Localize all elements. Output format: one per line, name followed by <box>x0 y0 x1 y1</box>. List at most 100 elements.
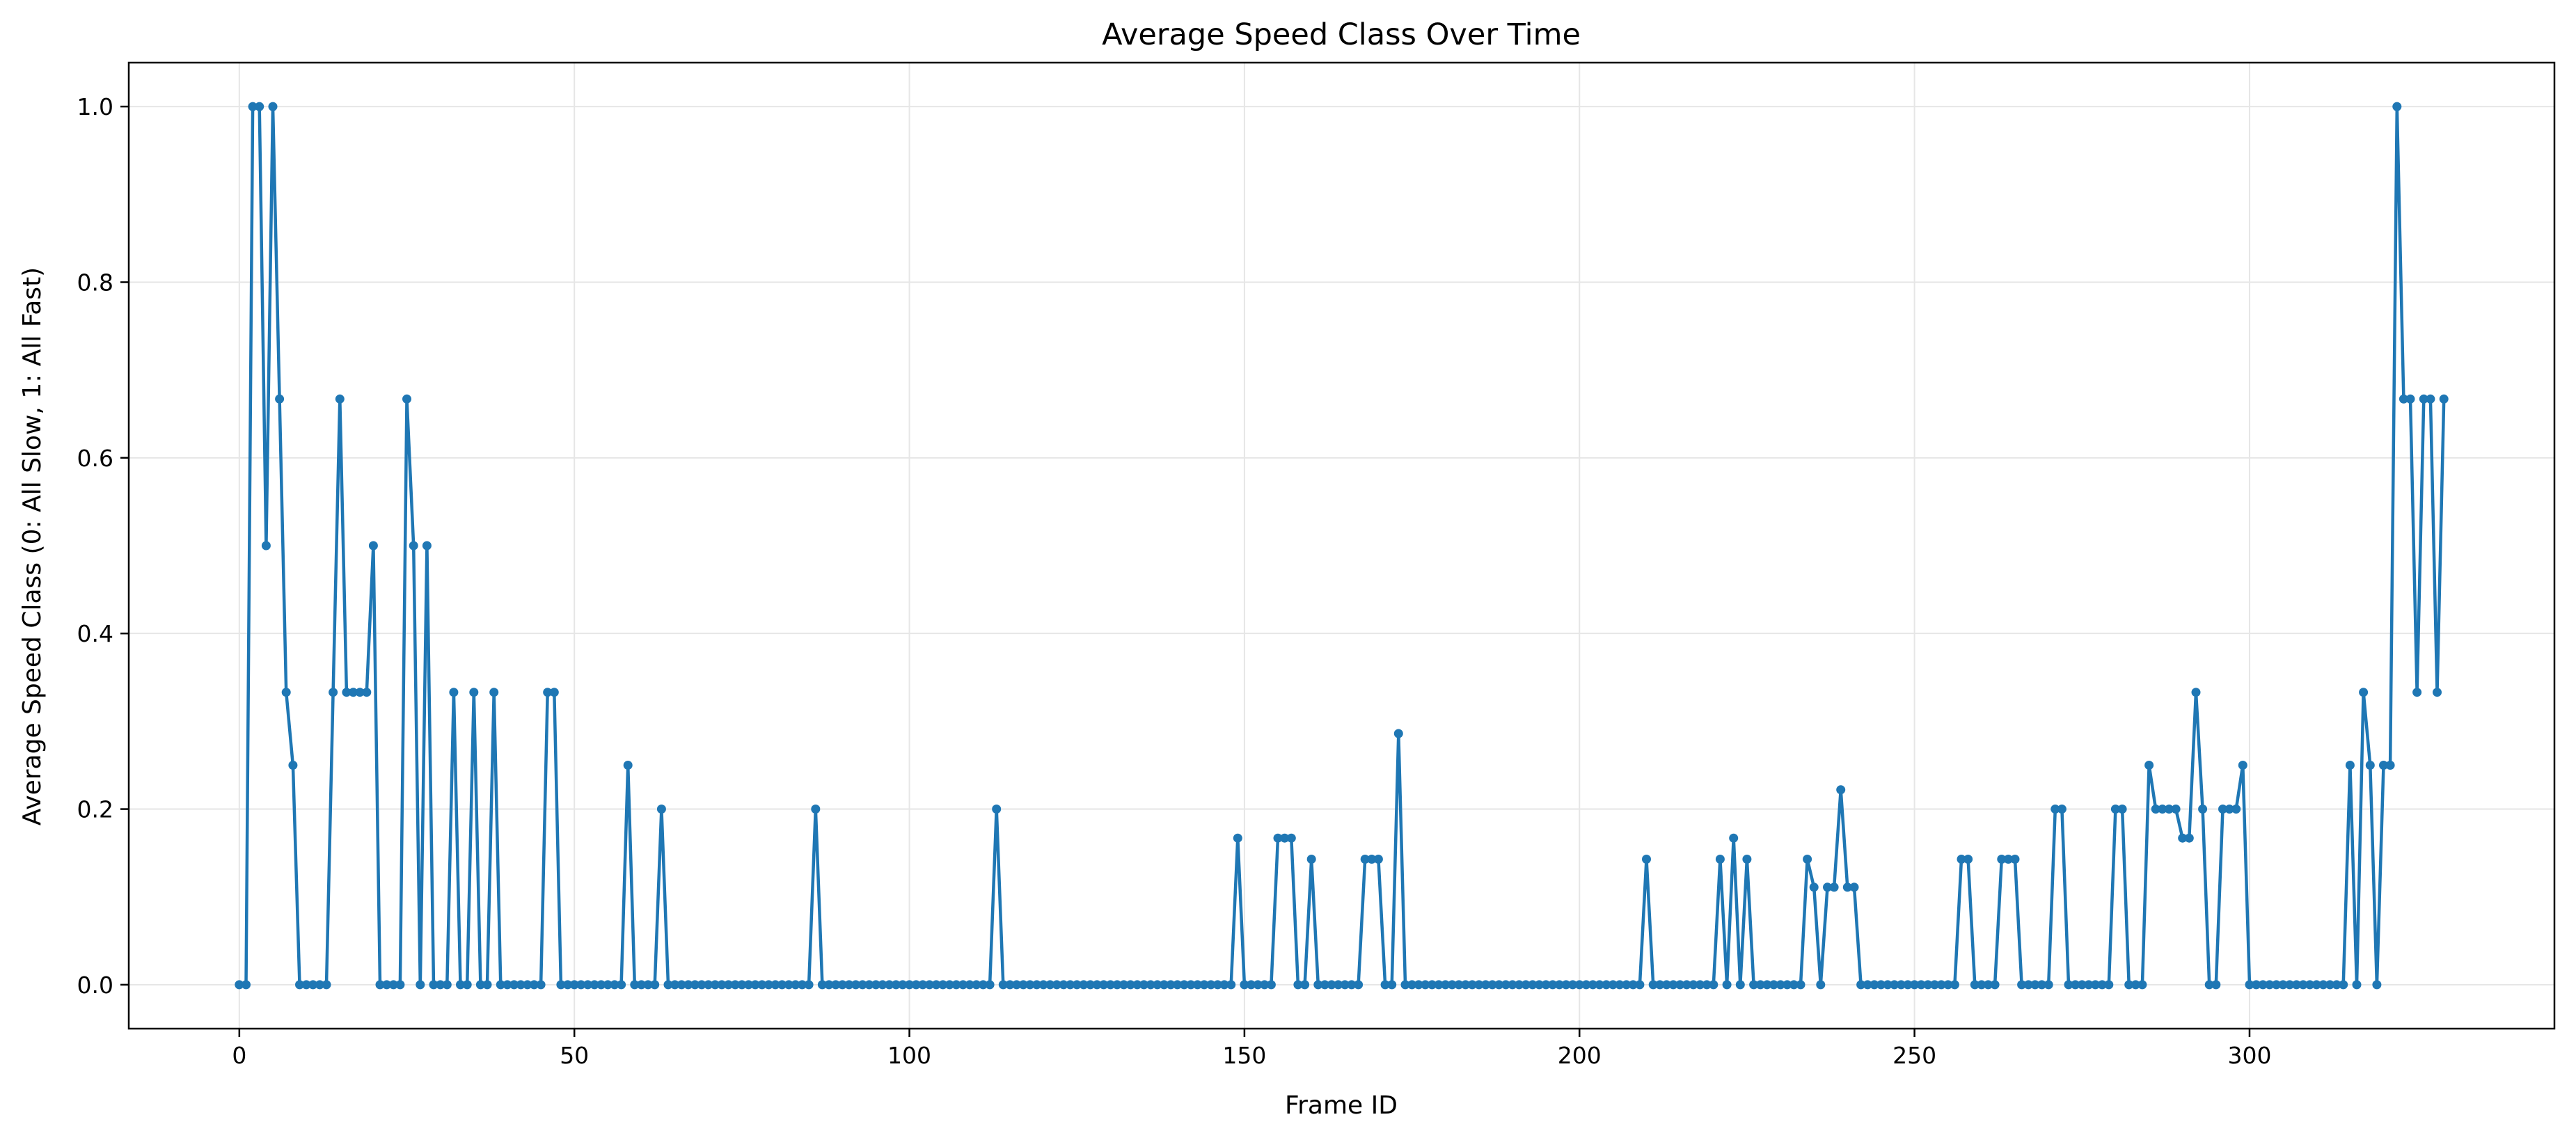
data-point <box>496 980 505 990</box>
data-point <box>1474 980 1484 990</box>
data-point <box>1018 980 1028 990</box>
data-point <box>1112 980 1122 990</box>
data-point <box>1193 980 1202 990</box>
data-point <box>1796 980 1805 990</box>
data-point <box>2198 805 2208 814</box>
data-point <box>563 980 573 990</box>
data-point <box>1045 980 1055 990</box>
data-point <box>1159 980 1169 990</box>
data-point <box>1863 980 1872 990</box>
data-point <box>1300 980 1310 990</box>
data-point <box>1072 980 1082 990</box>
data-point <box>744 980 753 990</box>
data-point <box>2037 980 2046 990</box>
data-point <box>1340 980 1350 990</box>
data-point <box>1521 980 1531 990</box>
data-point <box>750 980 760 990</box>
data-point <box>2365 761 2375 770</box>
data-point <box>1722 980 1732 990</box>
data-point <box>1970 980 1980 990</box>
data-point <box>1132 980 1142 990</box>
data-point <box>670 980 680 990</box>
data-point <box>992 805 1002 814</box>
data-point <box>2278 980 2288 990</box>
data-point <box>1990 980 2000 990</box>
data-point <box>1977 980 1986 990</box>
y-axis-title: Average Speed Class (0: All Slow, 1: All… <box>18 267 47 825</box>
data-point <box>2097 980 2107 990</box>
data-point <box>2359 688 2369 697</box>
data-point <box>1266 980 1276 990</box>
data-point <box>1628 980 1638 990</box>
data-point <box>1930 980 1939 990</box>
data-point <box>2385 761 2395 770</box>
data-point <box>737 980 747 990</box>
data-point <box>2252 980 2261 990</box>
data-point <box>1950 980 1959 990</box>
data-point <box>375 980 385 990</box>
data-point <box>704 980 713 990</box>
data-point <box>1367 855 1377 864</box>
data-point <box>603 980 613 990</box>
data-point <box>938 980 948 990</box>
data-point <box>2017 980 2027 990</box>
data-point <box>1434 980 1444 990</box>
data-point <box>2218 805 2227 814</box>
data-point <box>610 980 619 990</box>
data-point <box>1655 980 1665 990</box>
data-point <box>1354 980 1364 990</box>
data-point <box>569 980 579 990</box>
data-point <box>1984 980 1993 990</box>
data-point <box>1823 882 1832 892</box>
data-point <box>2084 980 2094 990</box>
data-point <box>2064 980 2073 990</box>
data-point <box>1689 980 1698 990</box>
data-point <box>503 980 512 990</box>
x-tick-label: 150 <box>1222 1042 1266 1069</box>
data-point <box>1393 729 1403 738</box>
data-point <box>1306 855 1316 864</box>
data-point <box>523 980 532 990</box>
data-point <box>1293 980 1303 990</box>
data-point <box>1146 980 1155 990</box>
data-point <box>1776 980 1785 990</box>
data-point <box>1012 980 1022 990</box>
data-point <box>2285 980 2295 990</box>
x-tick-label: 50 <box>560 1042 589 1069</box>
data-point <box>791 980 800 990</box>
data-point <box>342 688 351 697</box>
data-point <box>349 688 358 697</box>
data-point <box>1494 980 1504 990</box>
data-point <box>2158 805 2167 814</box>
data-point <box>683 980 693 990</box>
data-point <box>2117 805 2127 814</box>
data-point <box>677 980 686 990</box>
data-point <box>643 980 653 990</box>
data-point <box>1219 980 1229 990</box>
data-point <box>2325 980 2334 990</box>
data-point <box>2057 805 2067 814</box>
data-point <box>322 980 331 990</box>
y-tick-label: 0.2 <box>77 796 113 823</box>
data-point <box>1373 855 1383 864</box>
data-point <box>242 980 251 990</box>
data-point <box>2138 980 2147 990</box>
data-point <box>2412 688 2422 697</box>
data-point <box>911 980 921 990</box>
data-point <box>2379 761 2388 770</box>
data-point <box>1957 855 1966 864</box>
data-point <box>1501 980 1510 990</box>
data-point <box>1615 980 1625 990</box>
data-point <box>1139 980 1148 990</box>
data-point <box>2339 980 2348 990</box>
data-point <box>2433 688 2442 697</box>
data-point <box>2104 980 2114 990</box>
data-point <box>1186 980 1196 990</box>
data-point <box>1883 980 1893 990</box>
data-point <box>2419 394 2428 404</box>
data-point <box>335 394 345 404</box>
data-point <box>1032 980 1041 990</box>
data-point <box>462 980 472 990</box>
data-point <box>1153 980 1162 990</box>
